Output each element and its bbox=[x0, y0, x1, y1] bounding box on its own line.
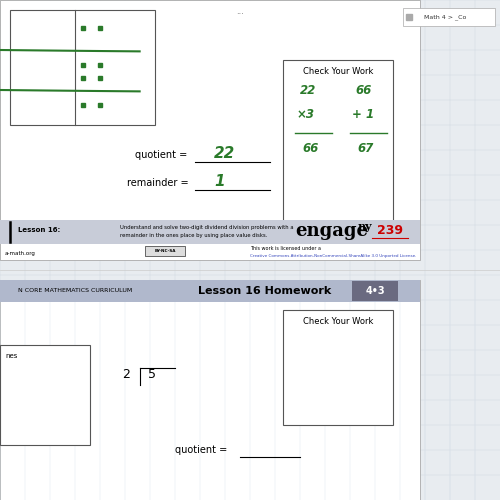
Bar bbox=[0, 220, 420, 244]
Text: Creative Commons Attribution-NonCommercial-ShareAlike 3.0 Unported License.: Creative Commons Attribution-NonCommerci… bbox=[250, 254, 416, 258]
Text: 22: 22 bbox=[214, 146, 236, 160]
Text: 5: 5 bbox=[148, 368, 156, 382]
Bar bbox=[0, 280, 420, 500]
Text: + 1: + 1 bbox=[352, 108, 374, 122]
Bar bbox=[0, 345, 90, 445]
Text: This work is licensed under a: This work is licensed under a bbox=[250, 246, 321, 250]
Bar bbox=[283, 60, 393, 230]
Text: nes: nes bbox=[5, 353, 18, 359]
Text: a-math.org: a-math.org bbox=[5, 252, 36, 256]
Text: engage: engage bbox=[295, 222, 368, 240]
Text: Lesson 16:: Lesson 16: bbox=[18, 227, 60, 233]
Bar bbox=[0, 0, 420, 260]
Text: 2: 2 bbox=[122, 368, 130, 382]
Text: quotient =: quotient = bbox=[135, 150, 190, 160]
Text: Check Your Work: Check Your Work bbox=[303, 318, 373, 326]
Text: N CORE MATHEMATICS CURRICULUM: N CORE MATHEMATICS CURRICULUM bbox=[18, 288, 132, 294]
Text: quotient =: quotient = bbox=[175, 445, 231, 455]
Text: remainder =: remainder = bbox=[127, 178, 192, 188]
Text: BY-NC-SA: BY-NC-SA bbox=[154, 249, 176, 253]
Bar bbox=[0, 280, 420, 302]
Bar bbox=[352, 281, 398, 301]
Text: Check Your Work: Check Your Work bbox=[303, 68, 373, 76]
Text: 66: 66 bbox=[355, 84, 371, 96]
Bar bbox=[145, 246, 185, 256]
Text: Math 4 > _Co: Math 4 > _Co bbox=[424, 14, 467, 20]
Text: Lesson 16 Homework: Lesson 16 Homework bbox=[198, 286, 332, 296]
Text: 4•3: 4•3 bbox=[365, 286, 385, 296]
Text: 1: 1 bbox=[214, 174, 226, 188]
Bar bbox=[10, 10, 155, 125]
Text: 22: 22 bbox=[300, 84, 316, 96]
Text: remainder in the ones place by using place value disks.: remainder in the ones place by using pla… bbox=[120, 232, 268, 237]
Text: ...: ... bbox=[236, 8, 244, 16]
Bar bbox=[283, 310, 393, 425]
Text: Understand and solve two-digit dividend division problems with a: Understand and solve two-digit dividend … bbox=[120, 226, 294, 230]
Bar bbox=[403, 8, 495, 26]
Text: 239: 239 bbox=[377, 224, 403, 237]
Text: ×3: ×3 bbox=[297, 108, 315, 122]
Text: 67: 67 bbox=[357, 142, 373, 154]
Text: ny: ny bbox=[358, 220, 372, 232]
Text: 66: 66 bbox=[302, 142, 318, 154]
